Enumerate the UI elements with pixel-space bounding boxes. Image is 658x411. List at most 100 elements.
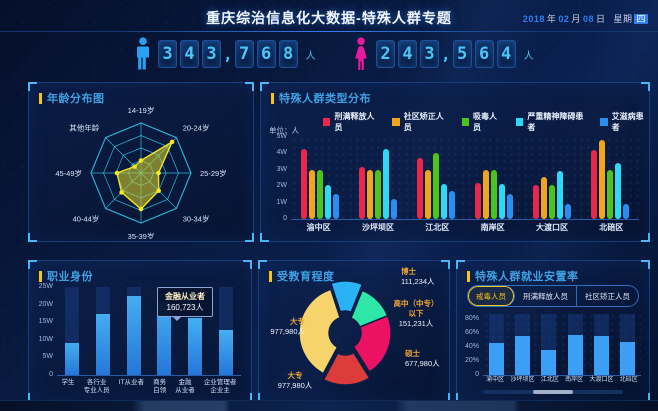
scrollbar-thumb[interactable] [533, 390, 573, 394]
y-axis-tick: 0 [49, 371, 53, 378]
type-chart-y-axis: 5W 4W 3W 2W 1W 0 [261, 133, 289, 222]
bar-大渡口区[interactable] [549, 184, 555, 219]
digit-box: 8 [278, 40, 298, 68]
x-axis-label: 北碚区 [619, 377, 638, 383]
radar-axis-label: 35-39岁 [128, 231, 155, 239]
bar-大渡口区[interactable] [593, 335, 609, 375]
bar-江北区[interactable] [433, 153, 439, 219]
employment-chart-y-axis: 80% 60% 40% 20% 0 [457, 309, 481, 378]
x-axis-label: 江北区 [425, 223, 450, 232]
bar-北碚区[interactable] [607, 169, 613, 219]
date-year: 2018 [522, 14, 545, 24]
bar-渝中区[interactable] [333, 193, 339, 219]
legend-item[interactable]: 社区矫正人员 [392, 111, 448, 133]
bar-渝中区[interactable] [301, 148, 307, 219]
bar-大渡口区[interactable] [533, 184, 539, 219]
bar-南岸区[interactable] [507, 193, 513, 219]
bar-江北区[interactable] [449, 191, 455, 219]
bar-大渡口区[interactable] [565, 204, 571, 219]
bar-IT从业者[interactable] [126, 295, 141, 375]
legend-item[interactable]: 刑满释放人员 [323, 111, 379, 133]
pie-slice-label: 硕士 677,980人 [405, 349, 440, 368]
bar-各行业专业人员[interactable] [95, 313, 110, 375]
legend-label: 社区矫正人员 [403, 112, 444, 132]
bar-沙坪坝区[interactable] [367, 169, 373, 219]
bar-南岸区[interactable] [567, 334, 583, 375]
bar-渝中区[interactable] [309, 169, 315, 219]
bar-金融从业者[interactable] [187, 318, 202, 375]
digit-box: 4 [398, 40, 417, 68]
bar-南岸区[interactable] [483, 169, 489, 219]
legend-swatch [323, 118, 331, 126]
x-axis-label: 南岸区 [480, 223, 505, 232]
bar-北碚区[interactable] [591, 150, 597, 219]
bar-北碚区[interactable] [620, 341, 636, 375]
pie-slice-大专[interactable] [298, 288, 342, 375]
bar-南岸区[interactable] [475, 182, 481, 219]
radar-axis-label: 14-19岁 [128, 105, 155, 115]
date-year-label: 年 [546, 14, 557, 24]
bar-沙坪坝区[interactable] [514, 335, 530, 375]
legend-label: 刑满释放人员 [334, 112, 375, 132]
bar-商务白领[interactable] [157, 301, 172, 375]
type-chart-x-axis: 渝中区 沙坪坝区 江北区 南岸区 大渡口区 北碚区 [291, 223, 639, 233]
bar-北碚区[interactable] [599, 140, 605, 219]
bar-江北区[interactable] [541, 349, 557, 375]
date-month-label: 月 [571, 14, 581, 24]
age-radar-svg: 14-19岁 20-24岁 25-29岁 30-34岁 35-39岁 40-44岁 45-4… [55, 105, 226, 241]
bar-沙坪坝区[interactable] [383, 148, 389, 219]
legend-item[interactable]: 艾滋病患者 [600, 111, 649, 133]
legend-label: 严重精神障碍患者 [527, 112, 584, 132]
panel-title: 特殊人群类型分布 [261, 83, 649, 106]
tab-刑满释放人员[interactable]: 刑满释放人员 [515, 286, 577, 306]
bar-江北区[interactable] [441, 183, 447, 219]
bar-大渡口区[interactable] [541, 177, 547, 219]
pie-slice-大专[interactable] [322, 351, 371, 386]
bar-学生[interactable] [65, 342, 80, 375]
x-axis-label: 企业管理者 企业主 [203, 379, 237, 395]
radar-data-point [132, 164, 137, 169]
bar-北碚区[interactable] [623, 204, 629, 219]
bar-渝中区[interactable] [325, 184, 331, 219]
legend-item[interactable]: 吸毒人员 [461, 111, 503, 133]
tab-戒毒人员[interactable]: 戒毒人员 [468, 286, 515, 306]
age-radar-chart: 14-19岁 20-24岁 25-29岁 30-34岁 35-39岁 40-44岁 45-4… [29, 103, 253, 241]
panel-title-text: 受教育程度 [277, 271, 335, 283]
horizontal-scrollbar[interactable] [483, 390, 623, 394]
digit-box: 3 [158, 40, 177, 68]
x-axis-label: 渝中区 [486, 377, 505, 383]
pie-slice-label: 大专 977,980人 [270, 317, 305, 336]
y-axis-tick: 10W [38, 335, 53, 343]
type-chart-legend: 刑满释放人员 社区矫正人员 吸毒人员 严重精神障碍患者 艾滋病患者 [323, 111, 649, 133]
bar-北碚区[interactable] [615, 163, 621, 219]
y-axis-tick: 80% [464, 314, 479, 322]
digit-box: 4 [180, 40, 199, 68]
pie-slice-硕士[interactable] [352, 314, 392, 374]
pie-slice-博士[interactable] [330, 280, 364, 314]
bar-江北区[interactable] [425, 169, 431, 219]
legend-item[interactable]: 严重精神障碍患者 [515, 111, 587, 133]
bar-渝中区[interactable] [488, 343, 504, 375]
bar-大渡口区[interactable] [557, 170, 563, 219]
bar-南岸区[interactable] [491, 169, 497, 219]
education-donut-svg [298, 280, 392, 386]
bar-沙坪坝区[interactable] [391, 199, 397, 219]
radar-data-area[interactable] [116, 140, 174, 210]
legend-swatch [392, 118, 400, 126]
page-title: 重庆综治信息化大数据-特殊人群专题 [206, 10, 452, 26]
bar-沙坪坝区[interactable] [359, 166, 365, 219]
bar-group [417, 137, 455, 219]
bar-渝中区[interactable] [317, 169, 323, 219]
tab-社区矫正人员[interactable]: 社区矫正人员 [585, 291, 630, 301]
bar-江北区[interactable] [417, 158, 423, 219]
bar-沙坪坝区[interactable] [375, 169, 381, 219]
bar-企业管理者企业主[interactable] [218, 329, 233, 375]
tooltip-category: 金融从业者 [165, 292, 205, 301]
bar-南岸区[interactable] [499, 183, 505, 219]
pie-slice-label: 博士 111,234人 [401, 267, 435, 286]
radar-data-point [119, 190, 124, 195]
digit-box: 7 [234, 40, 254, 68]
radar-axis-label: 20-24岁 [183, 122, 210, 132]
